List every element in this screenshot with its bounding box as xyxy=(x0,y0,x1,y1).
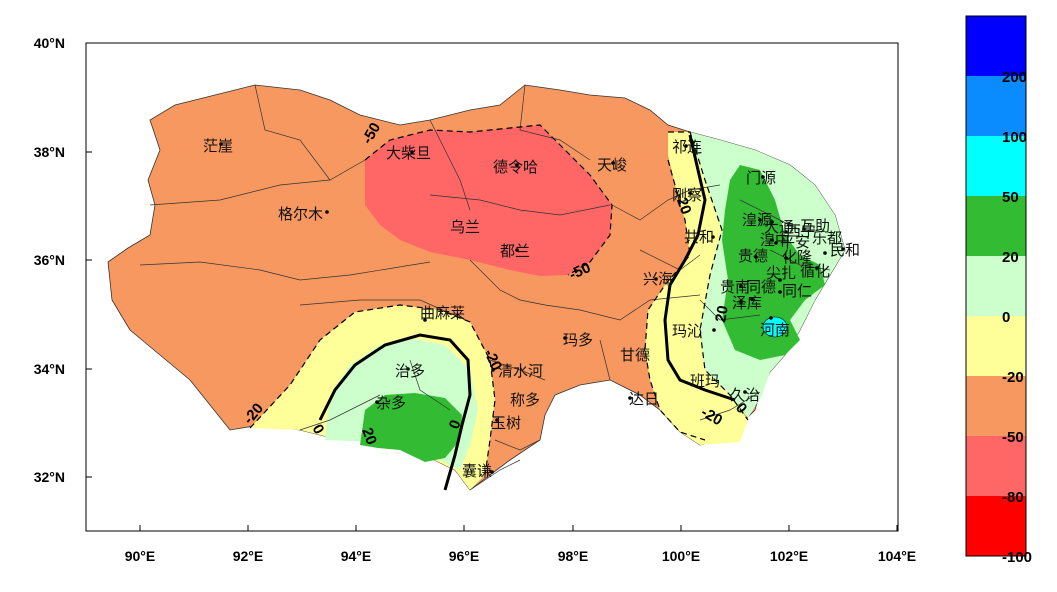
colorbar-swatch xyxy=(966,376,1026,436)
place-label: 甘德 xyxy=(620,346,650,364)
colorbar-swatch xyxy=(966,256,1026,316)
place-label: 格尔木 xyxy=(278,205,323,223)
contour-label: 20 xyxy=(358,426,380,447)
colorbar-swatch xyxy=(966,76,1026,136)
place-markers xyxy=(219,142,845,474)
colorbar-label: -20 xyxy=(1002,369,1024,386)
colorbar-label: 200 xyxy=(1002,69,1027,86)
x-tick-label: 94°E xyxy=(341,548,372,564)
place-label: 兴海 xyxy=(643,270,673,288)
place-label: 共和 xyxy=(684,228,714,246)
colorbar-label: 100 xyxy=(1002,129,1027,146)
place-label: 杂多 xyxy=(376,394,406,412)
place-label: 玛多 xyxy=(563,331,593,349)
place-label: 大通 xyxy=(764,218,794,236)
place-label: 刚察 xyxy=(672,186,702,204)
x-tick-label: 102°E xyxy=(770,548,808,564)
place-label: 泽库 xyxy=(732,294,762,312)
contour-label: 20 xyxy=(712,304,732,323)
colorbar-swatch xyxy=(966,436,1026,496)
colorbar-label: 0 xyxy=(1002,309,1010,326)
place-label: 乌兰 xyxy=(450,218,480,236)
place-label: 西宁 xyxy=(786,222,816,240)
place-label: 门源 xyxy=(746,169,776,187)
colorbar-swatch xyxy=(966,316,1026,376)
y-tick-label: 32°N xyxy=(34,469,65,485)
place-label: 平安 xyxy=(780,233,810,251)
colorbar-label: 20 xyxy=(1002,249,1019,266)
y-tick-label: 38°N xyxy=(34,144,65,160)
place-label: 祁连 xyxy=(672,138,702,156)
place-label: 贵南 xyxy=(720,278,750,296)
x-axis-labels: 90°E 92°E 94°E 96°E 98°E 100°E 102°E 104… xyxy=(125,548,916,564)
colorbar-label: -100 xyxy=(1002,549,1032,566)
place-label: 循化 xyxy=(800,262,830,280)
y-tick-label: 36°N xyxy=(34,252,65,268)
place-label: 天峻 xyxy=(597,156,627,174)
region-green-south xyxy=(360,393,462,462)
contour-zero-lines xyxy=(318,134,736,491)
place-label: 班玛 xyxy=(690,372,720,390)
place-label: 清水河 xyxy=(498,362,543,380)
x-tick-label: 90°E xyxy=(125,548,156,564)
x-tick-label: 104°E xyxy=(878,548,916,564)
place-label: 玉树 xyxy=(491,414,521,432)
place-label: 河南 xyxy=(760,321,790,339)
place-label: 湟中 xyxy=(760,231,790,249)
place-label: 茫崖 xyxy=(203,137,233,155)
axis-ticks xyxy=(86,42,898,531)
colorbar-swatch xyxy=(966,136,1026,196)
region-red xyxy=(365,125,612,276)
colorbar xyxy=(965,15,1027,557)
place-label: 化隆 xyxy=(782,248,812,266)
colorbar-swatch xyxy=(966,196,1026,256)
place-label: 治多 xyxy=(395,362,425,380)
place-label: 玛沁 xyxy=(672,322,702,340)
x-tick-label: 100°E xyxy=(662,548,700,564)
x-tick-label: 98°E xyxy=(558,548,589,564)
colorbar-swatch xyxy=(966,496,1026,556)
place-label: 囊谦 xyxy=(462,462,492,480)
place-label: 曲麻莱 xyxy=(420,304,465,322)
place-label: 乐都 xyxy=(812,229,842,247)
y-tick-label: 34°N xyxy=(34,361,65,377)
colorbar-label: 50 xyxy=(1002,189,1019,206)
place-label: 久治 xyxy=(730,386,760,404)
colorbar-labels: 200 100 50 20 0 -20 -50 -80 -100 xyxy=(1002,69,1032,566)
place-label: 德令哈 xyxy=(493,158,538,176)
place-label: 都兰 xyxy=(500,242,530,260)
contour-label: -20 xyxy=(671,191,694,217)
colorbar-label: -50 xyxy=(1002,429,1024,446)
place-label: 贵德 xyxy=(738,247,768,265)
place-label: 同德 xyxy=(746,278,776,296)
y-axis-labels: 40°N 38°N 36°N 34°N 32°N xyxy=(34,35,65,485)
place-label: 民和 xyxy=(830,241,860,259)
place-label: 湟源 xyxy=(742,211,772,229)
colorbar-swatch xyxy=(966,16,1026,76)
region-cyan-spot xyxy=(762,316,788,338)
place-label: 大柴旦 xyxy=(386,144,431,162)
place-label: 互助 xyxy=(800,217,830,235)
x-tick-label: 92°E xyxy=(233,548,264,564)
colorbar-label: -80 xyxy=(1002,489,1024,506)
y-tick-label: 40°N xyxy=(34,35,65,51)
place-label: 尖扎 xyxy=(766,264,796,282)
place-label: 同仁 xyxy=(782,282,812,300)
contour-dashed-lines xyxy=(249,124,749,476)
place-label: 称多 xyxy=(510,391,540,409)
region-green-east xyxy=(722,165,825,360)
place-label: 达日 xyxy=(629,390,659,408)
place-labels: 茫崖 大柴旦 德令哈 天峻 祁连 门源 刚察 大通 西宁 互助 平安 乐都 民和… xyxy=(203,137,860,480)
x-tick-label: 96°E xyxy=(449,548,480,564)
